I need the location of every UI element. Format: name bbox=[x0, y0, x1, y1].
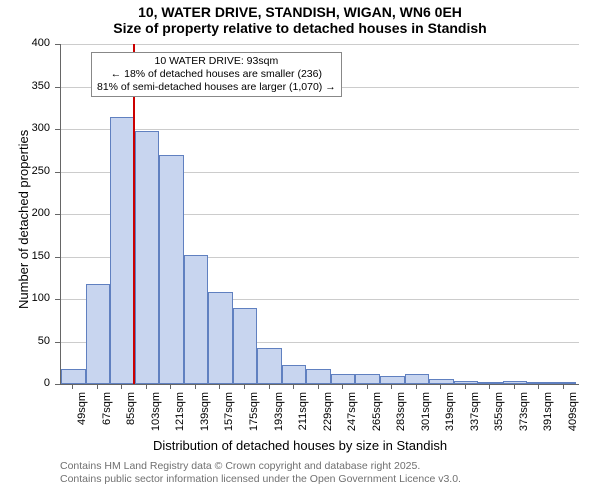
x-tick-label: 103sqm bbox=[150, 392, 162, 442]
histogram-bar bbox=[503, 381, 528, 384]
histogram-bar bbox=[478, 382, 503, 384]
histogram-bar bbox=[454, 381, 479, 384]
x-tick-label: 337sqm bbox=[469, 392, 481, 442]
footer-text: Contains HM Land Registry data © Crown c… bbox=[60, 460, 461, 486]
x-tick-label: 301sqm bbox=[420, 392, 432, 442]
histogram-bar bbox=[208, 292, 233, 384]
histogram-bar bbox=[257, 348, 282, 384]
histogram-bar bbox=[306, 369, 331, 384]
x-tick-label: 319sqm bbox=[444, 392, 456, 442]
y-tick-label: 0 bbox=[0, 377, 50, 389]
x-tick-label: 265sqm bbox=[371, 392, 383, 442]
x-tick-label: 157sqm bbox=[223, 392, 235, 442]
x-tick-label: 409sqm bbox=[567, 392, 579, 442]
x-tick-label: 121sqm bbox=[174, 392, 186, 442]
histogram-bar bbox=[405, 374, 430, 384]
y-tick-label: 50 bbox=[0, 335, 50, 347]
chart-title-line1: 10, WATER DRIVE, STANDISH, WIGAN, WN6 0E… bbox=[0, 4, 600, 20]
x-tick-label: 283sqm bbox=[395, 392, 407, 442]
histogram-bar bbox=[527, 382, 552, 384]
histogram-bar bbox=[184, 255, 209, 384]
x-tick-label: 193sqm bbox=[273, 392, 285, 442]
histogram-bar bbox=[331, 374, 356, 384]
x-tick-label: 391sqm bbox=[542, 392, 554, 442]
x-tick-label: 175sqm bbox=[248, 392, 260, 442]
x-tick-label: 355sqm bbox=[493, 392, 505, 442]
chart-title-line2: Size of property relative to detached ho… bbox=[0, 20, 600, 36]
histogram-bar bbox=[429, 379, 454, 384]
x-tick-label: 247sqm bbox=[346, 392, 358, 442]
histogram-bar bbox=[135, 131, 160, 384]
histogram-bar bbox=[159, 155, 184, 385]
annotation-line3: 81% of semi-detached houses are larger (… bbox=[97, 81, 336, 94]
annotation-line2: ← 18% of detached houses are smaller (23… bbox=[97, 68, 336, 81]
histogram-bar bbox=[355, 374, 380, 384]
x-axis-title: Distribution of detached houses by size … bbox=[0, 438, 600, 453]
gridline bbox=[61, 44, 579, 45]
histogram-bar bbox=[552, 382, 577, 384]
x-tick-label: 67sqm bbox=[101, 392, 113, 442]
y-tick-label: 400 bbox=[0, 37, 50, 49]
x-tick-label: 229sqm bbox=[322, 392, 334, 442]
x-tick-label: 373sqm bbox=[518, 392, 530, 442]
histogram-bar bbox=[282, 365, 307, 384]
histogram-bar bbox=[233, 308, 258, 385]
histogram-bar bbox=[380, 376, 405, 385]
x-tick-label: 139sqm bbox=[199, 392, 211, 442]
x-tick-label: 49sqm bbox=[76, 392, 88, 442]
x-tick-label: 211sqm bbox=[297, 392, 309, 442]
histogram-bar bbox=[110, 117, 135, 384]
histogram-bar bbox=[61, 369, 86, 384]
plot-area: 10 WATER DRIVE: 93sqm ← 18% of detached … bbox=[60, 44, 579, 385]
annotation-line1: 10 WATER DRIVE: 93sqm bbox=[97, 55, 336, 68]
annotation-box: 10 WATER DRIVE: 93sqm ← 18% of detached … bbox=[91, 52, 342, 97]
y-tick-label: 350 bbox=[0, 80, 50, 92]
x-tick-label: 85sqm bbox=[125, 392, 137, 442]
y-axis-title: Number of detached properties bbox=[16, 130, 31, 309]
chart-container: 10, WATER DRIVE, STANDISH, WIGAN, WN6 0E… bbox=[0, 0, 600, 500]
histogram-bar bbox=[86, 284, 111, 384]
